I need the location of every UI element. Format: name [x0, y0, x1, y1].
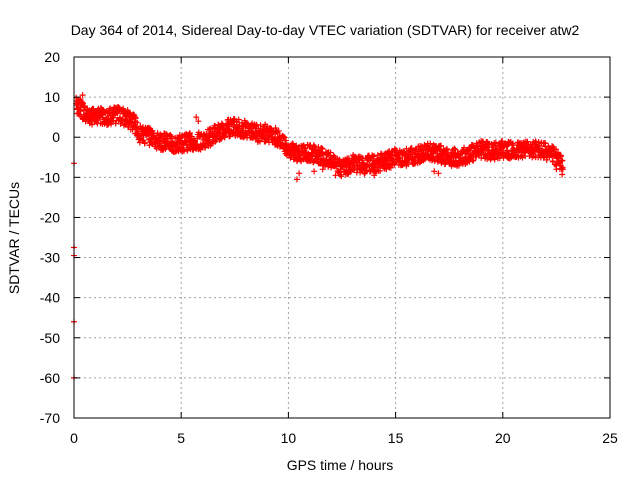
data-point — [302, 144, 309, 151]
data-point — [374, 164, 381, 171]
data-points — [71, 92, 566, 381]
data-point — [188, 133, 195, 140]
outlier-point — [296, 170, 303, 177]
outlier-point — [315, 144, 322, 151]
x-axis-title: GPS time / hours — [287, 457, 394, 473]
x-tick-label: 5 — [177, 430, 185, 446]
y-tick-label: 20 — [44, 49, 60, 65]
chart-title: Day 364 of 2014, Sidereal Day-to-day VTE… — [71, 22, 580, 38]
data-point — [206, 136, 213, 143]
data-point — [339, 164, 346, 171]
data-point — [554, 149, 561, 156]
data-point — [327, 149, 334, 156]
data-point — [202, 144, 209, 151]
outlier-point — [553, 166, 560, 173]
data-point — [110, 114, 117, 121]
data-point — [134, 119, 141, 126]
data-point — [504, 147, 511, 154]
data-point — [444, 145, 451, 152]
data-point — [282, 140, 289, 147]
plot-frame — [73, 56, 611, 419]
data-point — [280, 133, 287, 140]
data-point — [466, 158, 473, 165]
outlier-point — [79, 92, 86, 99]
y-tick-label: 10 — [44, 89, 60, 105]
data-point — [461, 144, 468, 151]
data-point — [240, 133, 247, 140]
data-point — [235, 116, 242, 123]
outlier-point — [77, 96, 84, 103]
x-tick-labels: 0 5 10 15 20 25 — [70, 430, 618, 446]
data-point — [371, 153, 378, 160]
y-tick-label: -50 — [40, 330, 60, 346]
data-point — [121, 108, 128, 115]
data-point — [108, 119, 115, 126]
data-point — [132, 115, 139, 122]
y-tick-labels: -70 -60 -50 -40 -30 -20 -10 0 10 20 — [40, 49, 60, 426]
data-point — [374, 152, 381, 159]
y-axis-title: SDTVAR / TECUs — [6, 182, 22, 294]
data-point — [503, 143, 510, 150]
data-point — [551, 161, 558, 168]
data-point — [559, 164, 566, 171]
y-tick-label: -30 — [40, 250, 60, 266]
data-point — [427, 140, 434, 147]
x-tick-label: 20 — [495, 430, 511, 446]
outlier-point — [332, 172, 339, 179]
data-point — [549, 158, 556, 165]
outlier-point — [257, 122, 264, 129]
data-point — [559, 171, 566, 178]
data-point — [558, 165, 565, 172]
data-point — [154, 130, 161, 137]
y-tick-label: -20 — [40, 209, 60, 225]
data-point — [452, 146, 459, 153]
data-point — [491, 156, 498, 163]
data-point — [89, 121, 96, 128]
outlier-point — [345, 170, 352, 177]
data-point — [219, 121, 226, 128]
outlier-point — [313, 148, 320, 155]
data-point — [205, 133, 212, 140]
data-point — [437, 142, 444, 149]
data-point — [206, 126, 213, 133]
data-point — [492, 139, 499, 146]
outlier-point — [371, 172, 378, 179]
data-point — [338, 173, 345, 180]
data-point — [377, 167, 384, 174]
data-point — [330, 152, 337, 159]
y-tick-label: -10 — [40, 169, 60, 185]
outlier-point — [435, 170, 442, 177]
data-point — [318, 144, 325, 151]
data-point — [319, 145, 326, 152]
x-tick-label: 10 — [281, 430, 297, 446]
data-point — [145, 124, 152, 131]
data-point — [559, 157, 566, 164]
outlier-point — [311, 168, 318, 175]
data-point — [272, 124, 279, 131]
outlier-point — [431, 168, 438, 175]
data-point — [168, 133, 175, 140]
data-point — [509, 140, 516, 147]
data-point — [186, 129, 193, 136]
y-tick-label: -70 — [40, 410, 60, 426]
outlier-point — [319, 166, 326, 173]
data-point — [141, 139, 148, 146]
grid-layer — [74, 57, 610, 418]
axis-ticks — [73, 56, 611, 419]
y-tick-label: -60 — [40, 370, 60, 386]
data-point — [508, 141, 515, 148]
y-tick-label: -40 — [40, 290, 60, 306]
outlier-point — [193, 114, 200, 121]
x-tick-label: 25 — [602, 430, 618, 446]
outlier-point — [195, 118, 202, 125]
data-point — [275, 127, 282, 134]
y-tick-label: 0 — [52, 129, 60, 145]
outlier-point — [293, 176, 300, 183]
x-tick-label: 15 — [388, 430, 404, 446]
x-tick-label: 0 — [70, 430, 78, 446]
data-point — [470, 157, 477, 164]
data-point — [281, 134, 288, 141]
